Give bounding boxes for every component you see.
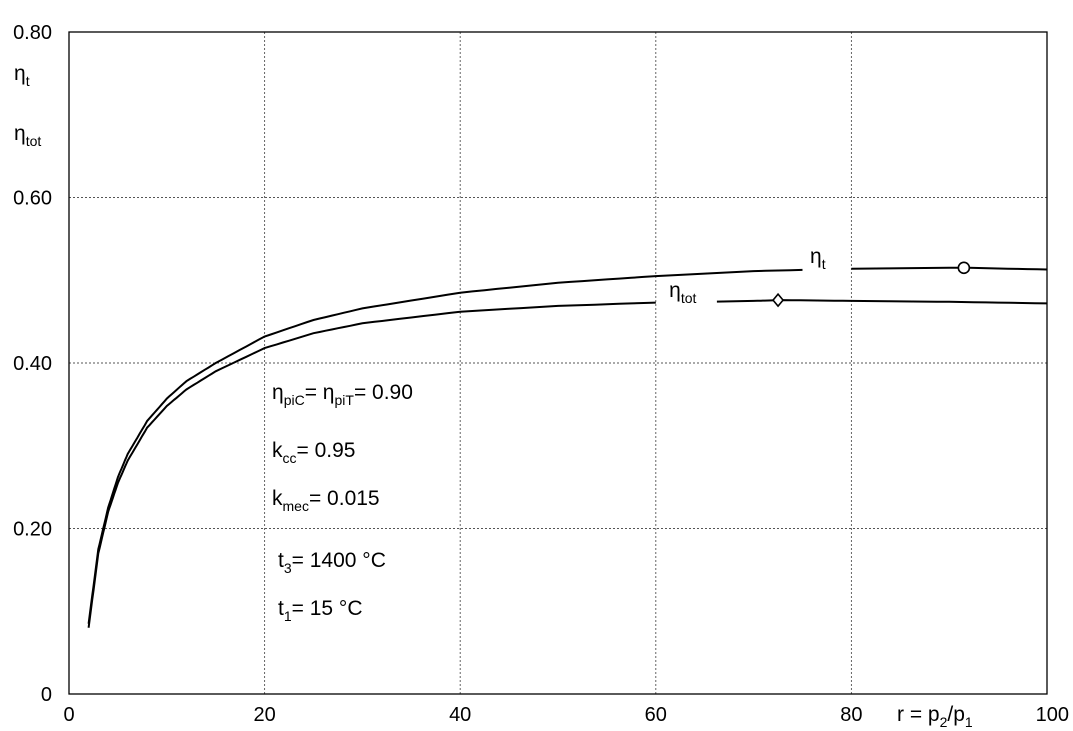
series-labels: ηt ηtot xyxy=(669,245,826,306)
y-tick-label: 0.80 xyxy=(13,22,52,44)
annotation-line: kmec= 0.015 xyxy=(272,487,380,514)
x-axis-ticks: 0 20 40 60 80 100 xyxy=(63,704,1069,726)
grid xyxy=(69,32,1047,694)
series-label-eta-t: ηt xyxy=(810,245,826,272)
annotation-line: t1= 15 °C xyxy=(278,597,363,624)
axis-labels: ηt ηtot r = p2/p1 xyxy=(14,62,973,730)
x-tick-label: 60 xyxy=(645,704,667,726)
parameter-annotations: ηpiC= ηpiT= 0.90 kcc= 0.95 kmec= 0.015 t3= … xyxy=(272,381,413,624)
x-tick-label: 80 xyxy=(840,704,862,726)
y-tick-label: 0 xyxy=(41,684,52,706)
series-label-eta-tot: ηtot xyxy=(669,279,696,306)
y-tick-label: 0.60 xyxy=(13,188,52,210)
x-tick-label: 100 xyxy=(1036,704,1069,726)
x-tick-label: 40 xyxy=(449,704,471,726)
x-tick-label: 0 xyxy=(63,704,74,726)
max-marker-eta-t xyxy=(957,261,971,275)
max-marker-eta-tot xyxy=(772,292,785,308)
annotation-line: kcc= 0.95 xyxy=(272,439,355,466)
series-line-eta-tot xyxy=(87,299,1048,628)
y-tick-label: 0.20 xyxy=(13,519,52,541)
y-axis-label: ηtot xyxy=(14,122,41,149)
series-markers xyxy=(772,261,971,308)
plot-frame xyxy=(68,31,1048,695)
annotation-line: t3= 1400 °C xyxy=(278,549,386,576)
x-axis-label: r = p2/p1 xyxy=(897,703,973,730)
y-axis-ticks: 0 0.20 0.40 0.60 0.80 xyxy=(13,22,52,706)
y-tick-label: 0.40 xyxy=(13,353,52,375)
annotation-line: ηpiC= ηpiT= 0.90 xyxy=(272,381,413,408)
y-axis-label: ηt xyxy=(14,62,30,89)
x-tick-label: 20 xyxy=(253,704,275,726)
